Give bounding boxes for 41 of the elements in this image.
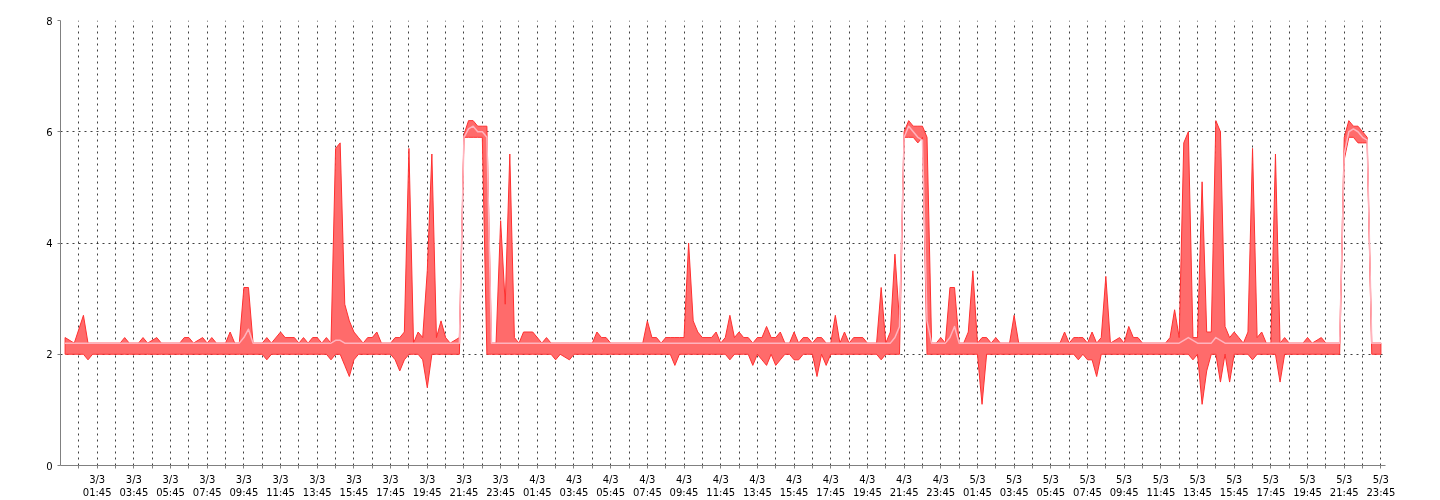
x-tick-label: 4/3 23:45: [926, 473, 956, 498]
x-tick-label: 4/3 21:45: [889, 473, 919, 498]
x-tick-label: 5/3 15:45: [1219, 473, 1249, 498]
x-tick-label: 4/3 19:45: [853, 473, 882, 498]
x-tick-label: 3/3 13:45: [302, 473, 332, 498]
x-tick-label: 3/3 23:45: [486, 473, 516, 498]
x-tick-label: 3/3 17:45: [376, 473, 406, 498]
y-tick-label: 4: [46, 238, 53, 249]
x-tick-label: 5/3 11:45: [1146, 473, 1176, 498]
x-tick-label: 3/3 07:45: [192, 473, 222, 498]
x-tick-label: 4/3 03:45: [559, 473, 589, 498]
x-tick-label: 4/3 05:45: [596, 473, 626, 498]
x-tick-label: 3/3 11:45: [266, 473, 295, 498]
x-tick-label: 5/3 19:45: [1293, 473, 1322, 498]
x-tick-label: 5/3 09:45: [1109, 473, 1139, 498]
x-tick-label: 4/3 01:45: [522, 473, 552, 498]
x-tick-label: 4/3 13:45: [742, 473, 772, 498]
x-tick-label: 3/3 03:45: [119, 473, 149, 498]
x-tick-label: 4/3 17:45: [816, 473, 846, 498]
x-tick-label: 3/3 05:45: [156, 473, 185, 498]
y-tick-label: 2: [46, 349, 53, 361]
x-tick-label: 5/3 05:45: [1036, 473, 1066, 498]
x-tick-label: 3/3 19:45: [412, 473, 442, 498]
x-tick-label: 5/3 21:45: [1329, 473, 1359, 498]
x-tick-label: 5/3 07:45: [1073, 473, 1102, 498]
y-tick-label: 8: [46, 15, 53, 27]
x-tick-label: 4/3 15:45: [779, 473, 809, 498]
x-tick-label: 4/3 11:45: [706, 473, 736, 498]
x-tick-label: 5/3 03:45: [999, 473, 1029, 498]
x-tick-label: 3/3 15:45: [339, 473, 369, 498]
x-tick-label: 5/3 01:45: [963, 473, 992, 498]
x-tick-label: 5/3 17:45: [1256, 473, 1286, 498]
x-tick-label: 4/3 07:45: [632, 473, 662, 498]
x-tick-label: 5/3 13:45: [1183, 473, 1212, 498]
x-tick-label: 5/3 23:45: [1366, 473, 1396, 498]
x-tick-label: 3/3 21:45: [449, 473, 479, 498]
x-tick-label: 3/3 09:45: [229, 473, 259, 498]
y-tick-label: 6: [46, 126, 53, 138]
y-tick-label: 0: [46, 460, 53, 472]
x-tick-label: 4/3 09:45: [669, 473, 699, 498]
x-tick-label: 3/3 01:45: [82, 473, 112, 498]
